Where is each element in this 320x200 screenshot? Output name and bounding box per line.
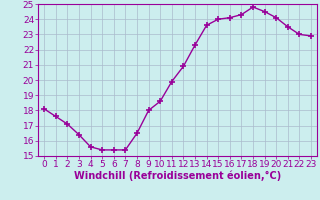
X-axis label: Windchill (Refroidissement éolien,°C): Windchill (Refroidissement éolien,°C) bbox=[74, 171, 281, 181]
